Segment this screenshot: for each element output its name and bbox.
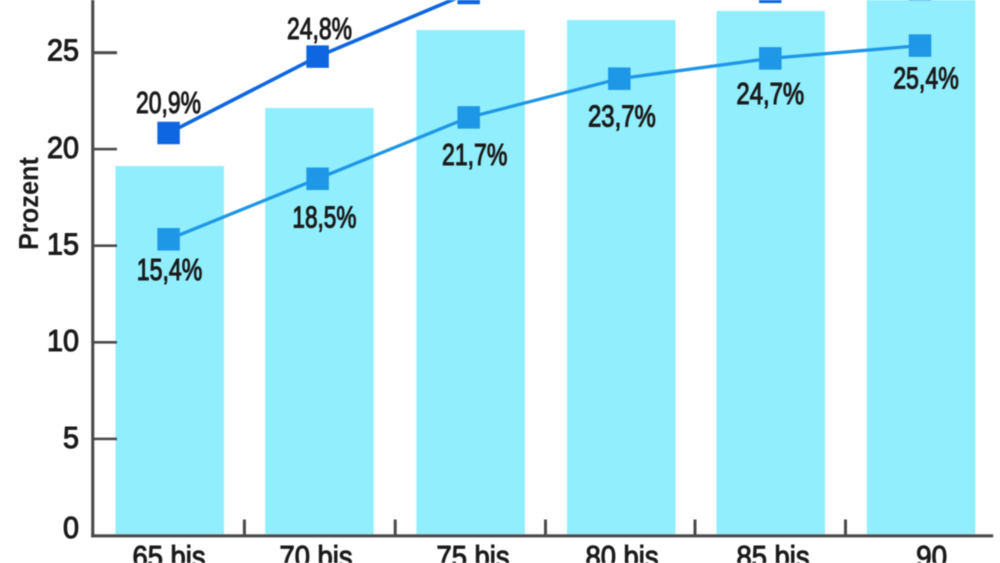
svg-text:20,9%: 20,9%	[136, 85, 201, 120]
svg-text:23,7%: 23,7%	[588, 99, 656, 134]
svg-text:Prozent: Prozent	[13, 157, 44, 250]
svg-text:70 bis: 70 bis	[280, 539, 353, 563]
svg-text:90: 90	[916, 539, 947, 563]
svg-text:10: 10	[47, 323, 79, 358]
svg-text:75 bis: 75 bis	[437, 539, 510, 563]
svg-text:20: 20	[47, 130, 79, 165]
svg-text:80 bis: 80 bis	[586, 539, 659, 563]
svg-text:15,4%: 15,4%	[137, 252, 203, 287]
svg-text:25,4%: 25,4%	[893, 61, 959, 96]
svg-text:15: 15	[47, 227, 79, 262]
svg-text:5: 5	[63, 420, 79, 455]
svg-text:24,8%: 24,8%	[287, 11, 352, 46]
svg-text:21,7%: 21,7%	[442, 137, 507, 172]
svg-text:0: 0	[63, 510, 79, 545]
svg-text:24,7%: 24,7%	[736, 76, 804, 111]
svg-text:85 bis: 85 bis	[737, 539, 810, 563]
svg-text:25: 25	[47, 33, 79, 68]
svg-text:65 bis: 65 bis	[133, 539, 206, 563]
svg-text:18,5%: 18,5%	[292, 199, 356, 234]
